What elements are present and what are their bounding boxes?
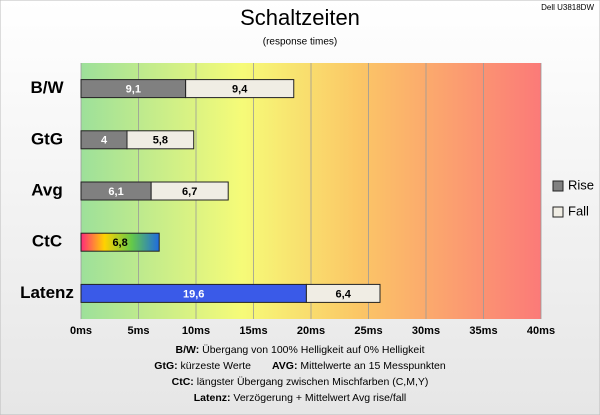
value-label: 6,8 (112, 237, 127, 249)
corner-label: Dell U3818DW (541, 3, 594, 12)
bar (80, 232, 160, 252)
note-text: kürzeste Werte (181, 360, 252, 372)
x-tick-label: 40ms (527, 325, 555, 337)
chart-subtitle: (response times) (263, 37, 337, 48)
note-term: GtG: (154, 360, 177, 372)
x-tick-label: 15ms (239, 325, 267, 337)
note-text: längster Übergang zwischen Mischfarben (… (197, 376, 429, 388)
note: GtG: kürzeste Werte AVG: Mittelwerte an … (154, 360, 446, 372)
x-tick-label: 10ms (182, 325, 210, 337)
x-tick-label: 0ms (70, 325, 92, 337)
x-tick-label: 35ms (469, 325, 497, 337)
x-tick-label: 30ms (412, 325, 440, 337)
chart-title: Schaltzeiten (240, 5, 360, 30)
x-tick-label: 25ms (354, 325, 382, 337)
y-tick-label: Latenz (20, 283, 74, 302)
bar (126, 130, 195, 150)
note: B/W: Übergang von 100% Helligkeit auf 0%… (175, 344, 424, 356)
note-term: AVG: (272, 360, 297, 372)
y-tick-label: Avg (31, 180, 63, 199)
value-label: 9,4 (232, 84, 248, 96)
note: Latenz: Verzögerung + Mittelwert Avg ris… (194, 392, 407, 404)
legend-swatch (552, 180, 564, 192)
bar (185, 79, 295, 99)
note-term: B/W: (175, 344, 199, 356)
y-tick-label: B/W (30, 78, 64, 97)
note: CtC: längster Übergang zwischen Mischfar… (172, 376, 429, 388)
y-tick-label: CtC (32, 232, 62, 251)
legend-swatch (552, 206, 564, 218)
note-text: Übergang von 100% Helligkeit auf 0% Hell… (202, 344, 424, 356)
y-tick-label: GtG (31, 129, 63, 148)
value-label: 6,7 (182, 186, 197, 198)
bar (305, 283, 381, 303)
legend-label: Rise (568, 177, 594, 192)
legend-label: Fall (568, 203, 589, 218)
value-label: 19,6 (183, 288, 204, 300)
note-text: Verzögerung + Mittelwert Avg rise/fall (233, 392, 406, 404)
x-tick-label: 20ms (297, 325, 325, 337)
value-label: 4 (101, 135, 108, 147)
bar (150, 181, 229, 201)
note-term: Latenz: (194, 392, 231, 404)
value-label: 6,4 (336, 288, 352, 300)
note-term: CtC: (172, 376, 194, 388)
note-text: Mittelwerte an 15 Messpunkten (300, 360, 445, 372)
value-label: 6,1 (108, 186, 123, 198)
value-label: 9,1 (126, 84, 141, 96)
value-label: 5,8 (153, 135, 168, 147)
x-tick-label: 5ms (127, 325, 149, 337)
